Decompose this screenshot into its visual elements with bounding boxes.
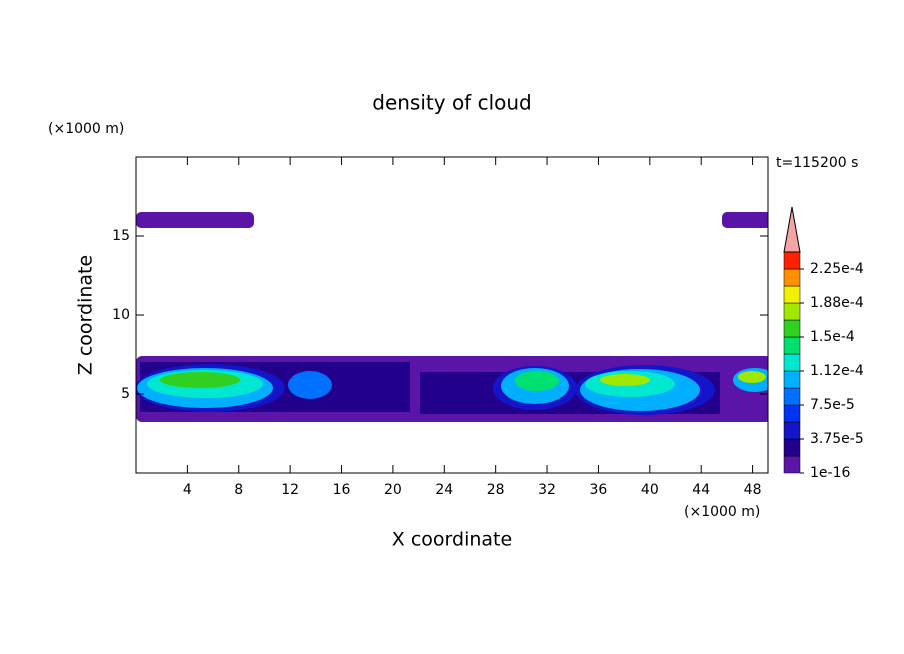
cloud-region [600, 374, 650, 386]
colorbar-band [783, 353, 801, 372]
x-axis-label: X coordinate [392, 529, 512, 551]
colorbar-band [783, 319, 801, 338]
x-tick-label: 32 [538, 482, 556, 498]
cloud-region [160, 372, 240, 388]
cloud-region [738, 371, 766, 383]
x-tick-label: 36 [590, 482, 608, 498]
cloud-region [136, 212, 254, 228]
x-tick-label: 48 [744, 482, 762, 498]
colorbar-band [783, 370, 801, 389]
cloud-region [515, 371, 559, 391]
x-tick-label: 8 [234, 482, 243, 498]
plot-frame [135, 156, 769, 474]
cloud-region [722, 212, 768, 228]
colorbar-label: 1e-16 [810, 465, 850, 481]
contour-field [136, 212, 768, 422]
colorbar-label: 7.5e-5 [810, 397, 855, 413]
y-axis-label: Z coordinate [75, 255, 97, 375]
y-tick-label: 5 [121, 386, 130, 402]
x-tick-label: 20 [384, 482, 402, 498]
colorbar-band [783, 438, 801, 457]
cloud-region [288, 371, 332, 399]
x-tick-label: 12 [281, 482, 299, 498]
colorbar-band [783, 404, 801, 423]
colorbar-band [783, 336, 801, 355]
colorbar-band [783, 421, 801, 440]
colorbar-label: 1.5e-4 [810, 329, 855, 345]
y-tick-label: 10 [112, 307, 130, 323]
x-tick-label: 44 [692, 482, 710, 498]
colorbar-band [783, 251, 801, 270]
colorbar-label: 1.12e-4 [810, 363, 864, 379]
colorbar-label: 3.75e-5 [810, 431, 864, 447]
x-tick-label: 24 [435, 482, 453, 498]
colorbar-band [783, 285, 801, 304]
colorbar-band [783, 268, 801, 287]
x-tick-label: 28 [487, 482, 505, 498]
chart-title: density of cloud [372, 91, 531, 115]
colorbar-band [783, 455, 801, 474]
colorbar-band [783, 302, 801, 321]
colorbar-label: 2.25e-4 [810, 261, 864, 277]
colorbar-band [783, 387, 801, 406]
x-tick-label: 16 [333, 482, 351, 498]
time-label: t=115200 s [776, 155, 858, 171]
x-tick-label: 40 [641, 482, 659, 498]
y-tick-label: 15 [112, 228, 130, 244]
colorbar-extend [783, 206, 801, 253]
colorbar-label: 1.88e-4 [810, 295, 864, 311]
y-unit: (×1000 m) [48, 121, 124, 137]
x-tick-label: 4 [183, 482, 192, 498]
x-unit: (×1000 m) [684, 504, 760, 520]
